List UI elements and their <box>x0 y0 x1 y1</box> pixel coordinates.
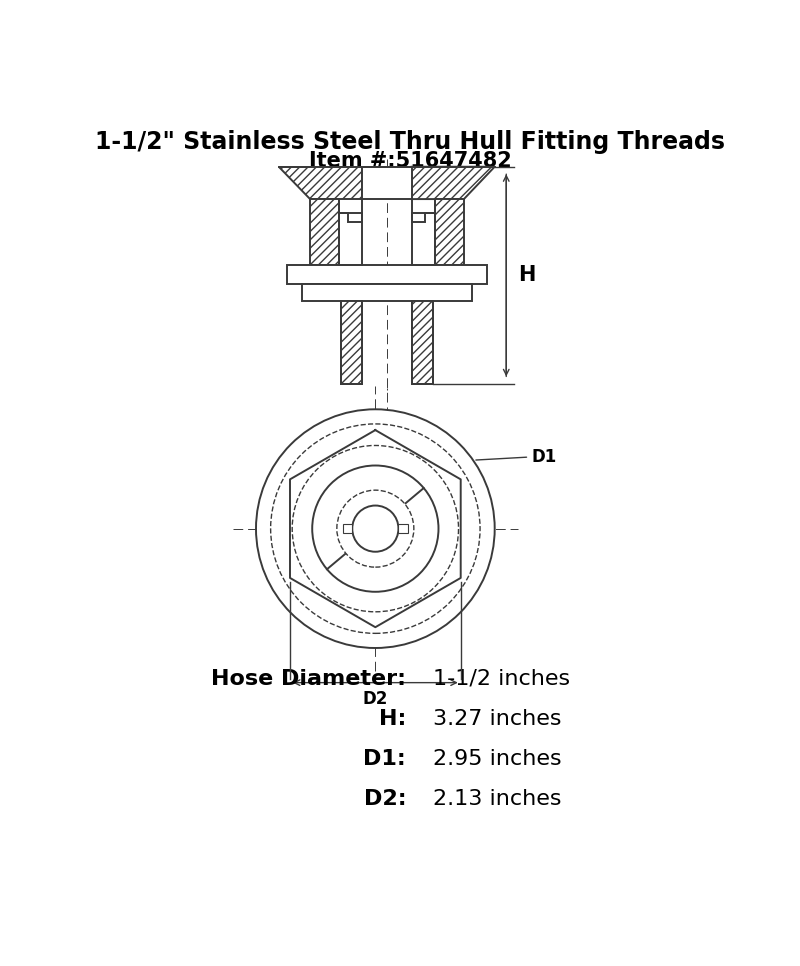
Polygon shape <box>434 199 464 266</box>
Text: H: H <box>518 266 536 285</box>
Bar <box>343 524 352 533</box>
Text: D2: D2 <box>362 691 388 708</box>
Bar <box>398 524 408 533</box>
Bar <box>411 300 433 384</box>
Text: 1-1/2 inches: 1-1/2 inches <box>433 668 570 689</box>
Polygon shape <box>279 167 362 199</box>
Circle shape <box>352 505 398 552</box>
Bar <box>341 300 362 384</box>
Text: 3.27 inches: 3.27 inches <box>433 709 562 728</box>
Text: D2:: D2: <box>363 789 406 809</box>
Text: Hose Diameter:: Hose Diameter: <box>211 668 406 689</box>
Text: D1: D1 <box>532 448 557 466</box>
Bar <box>302 284 472 300</box>
Polygon shape <box>411 167 494 199</box>
Circle shape <box>337 490 414 567</box>
Text: H:: H: <box>378 709 406 728</box>
Text: 1-1/2" Stainless Steel Thru Hull Fitting Threads: 1-1/2" Stainless Steel Thru Hull Fitting… <box>95 129 725 154</box>
Polygon shape <box>339 213 362 222</box>
Text: 2.13 inches: 2.13 inches <box>433 789 562 809</box>
Bar <box>362 167 411 199</box>
Polygon shape <box>310 199 339 266</box>
Circle shape <box>256 410 494 648</box>
Text: Item #:51647482: Item #:51647482 <box>309 152 511 171</box>
Bar <box>287 266 487 284</box>
Ellipse shape <box>312 466 438 592</box>
Polygon shape <box>411 213 434 222</box>
Text: D1:: D1: <box>363 749 406 769</box>
Text: 2.95 inches: 2.95 inches <box>433 749 562 769</box>
